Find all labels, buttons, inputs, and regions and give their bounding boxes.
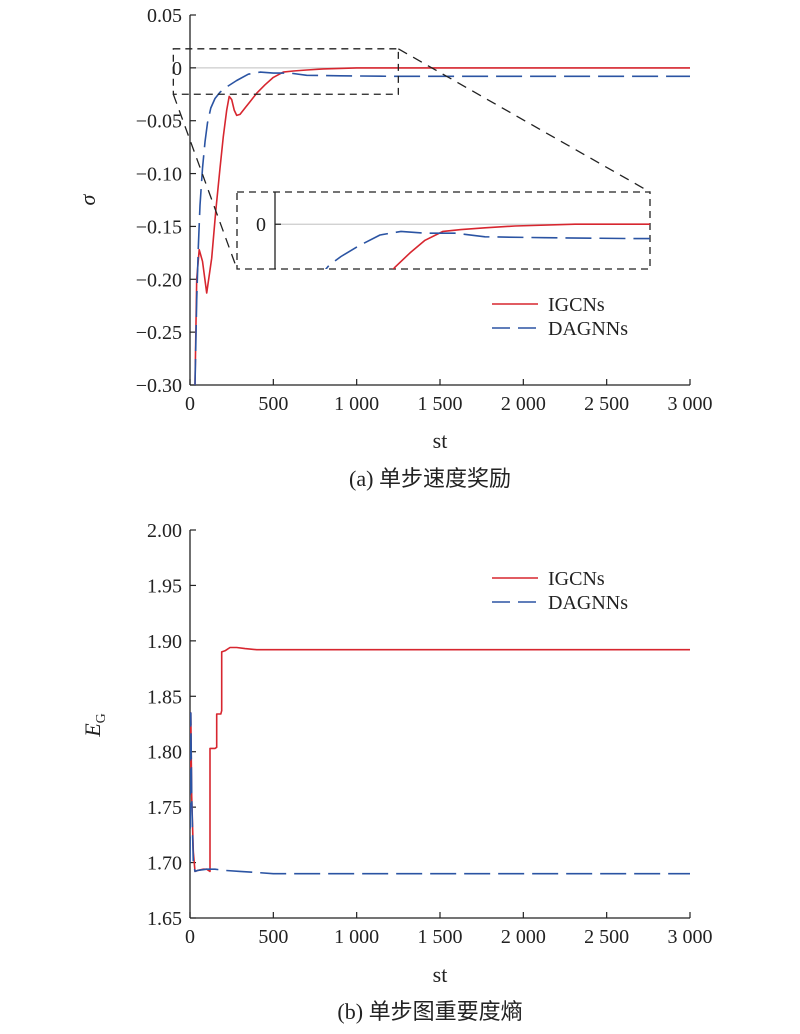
y-tick-label: −0.05 (136, 111, 182, 133)
x-tick-label: 2 500 (584, 393, 629, 415)
x-tick-label: 500 (258, 393, 288, 415)
y-axis-label-main: E (80, 723, 105, 738)
inset-series-line-igcns (392, 223, 650, 269)
series-line-dagnns (190, 712, 690, 875)
x-axis-label: st (433, 428, 448, 453)
legend-label: DAGNNs (548, 592, 628, 614)
x-tick-label: 500 (258, 926, 288, 948)
y-tick-label: 1.70 (147, 853, 182, 875)
x-tick-label: 3 000 (668, 926, 713, 948)
y-tick-label: 0.05 (147, 5, 182, 27)
caption: (a) 单步速度奖励 (349, 466, 511, 491)
y-axis-label: σ (75, 193, 100, 205)
x-axis-label: st (433, 962, 448, 987)
legend-label: IGCNs (548, 568, 605, 590)
y-tick-label: 1.85 (147, 686, 182, 708)
inset-y-tick-label: 0 (256, 214, 266, 236)
series-line-igcns (194, 67, 690, 386)
x-tick-label: 3 000 (668, 393, 713, 415)
y-tick-label: 1.95 (147, 575, 182, 597)
legend-label: DAGNNs (548, 318, 628, 340)
legend-label: IGCNs (548, 294, 605, 316)
inset-series-line-dagnns (324, 230, 650, 269)
series-line-igcns (190, 646, 690, 873)
panel-0: 0.050−0.05−0.10−0.15−0.20−0.25−0.300 500 1… (75, 5, 713, 491)
zoom-connector (172, 94, 238, 270)
y-tick-label: 1.90 (147, 631, 182, 653)
x-tick-label: 0 (185, 926, 195, 948)
x-tick-label: 1 000 (334, 393, 379, 415)
plot-area (194, 67, 690, 386)
x-tick-label: 1 000 (334, 926, 379, 948)
panel-1: 2.00 1.95 1.90 1.85 1.80 1.75 1.70 1.650 500 1 00… (80, 520, 713, 1024)
series-line-dagnns (194, 71, 690, 386)
x-tick-label: 2 500 (584, 926, 629, 948)
y-tick-label: 1.65 (147, 908, 182, 930)
y-tick-label: −0.20 (136, 269, 182, 291)
x-tick-label: 1 500 (418, 393, 463, 415)
plot-area (190, 646, 690, 875)
y-tick-label: −0.25 (136, 322, 182, 344)
x-tick-label: 2 000 (501, 926, 546, 948)
y-axis-label-sub: G (94, 713, 109, 723)
y-tick-label: 1.80 (147, 742, 182, 764)
y-tick-label: −0.30 (136, 375, 182, 397)
x-tick-label: 2 000 (501, 393, 546, 415)
y-tick-label: −0.10 (136, 164, 182, 186)
zoom-region-box (172, 48, 399, 95)
y-tick-label: 0 (172, 58, 182, 80)
x-tick-label: 1 500 (418, 926, 463, 948)
caption: (b) 单步图重要度熵 (337, 999, 522, 1024)
inset-box (236, 191, 651, 270)
y-tick-label: 2.00 (147, 520, 182, 542)
zoom-connector (398, 48, 651, 193)
y-tick-label: −0.15 (136, 216, 182, 238)
x-tick-label: 0 (185, 393, 195, 415)
y-tick-label: 1.75 (147, 797, 182, 819)
inset: 0 (172, 48, 651, 270)
inset-plot-area (324, 223, 650, 269)
y-axis-label: EG (80, 713, 109, 738)
